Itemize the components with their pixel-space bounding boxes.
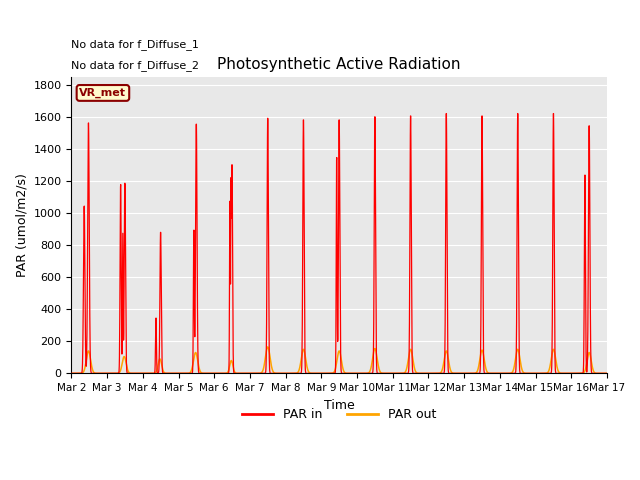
Text: No data for f_Diffuse_1: No data for f_Diffuse_1 — [72, 39, 199, 50]
X-axis label: Time: Time — [324, 398, 355, 412]
Text: VR_met: VR_met — [79, 88, 127, 98]
Text: No data for f_Diffuse_2: No data for f_Diffuse_2 — [72, 60, 200, 71]
Title: Photosynthetic Active Radiation: Photosynthetic Active Radiation — [218, 57, 461, 72]
Y-axis label: PAR (umol/m2/s): PAR (umol/m2/s) — [15, 173, 28, 277]
Legend: PAR in, PAR out: PAR in, PAR out — [237, 403, 442, 426]
